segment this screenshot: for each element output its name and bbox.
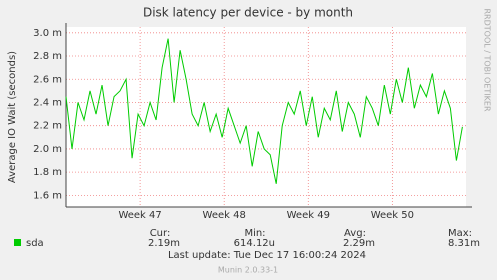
y-tick-label: 2.8 m — [33, 51, 62, 62]
side-text: RRDTOOL / TOBI OETIKER — [483, 8, 492, 111]
plot-area — [66, 27, 466, 207]
stats-value: 2.19m — [148, 238, 180, 249]
y-tick-label: 2.6 m — [33, 74, 62, 85]
y-tick-label: 1.8 m — [33, 167, 62, 178]
last-update: Last update: Tue Dec 17 16:00:24 2024 — [168, 250, 366, 261]
y-tick-label: 2.4 m — [33, 97, 62, 108]
y-axis-label: Average IO Wait (seconds) — [7, 51, 18, 183]
series-line — [65, 38, 463, 184]
x-tick-label: Week 48 — [203, 210, 246, 221]
footer: Munin 2.0.33-1 — [218, 266, 278, 275]
legend-swatch — [14, 239, 21, 246]
stats-value: 614.12u — [234, 238, 275, 249]
y-tick-label: 2.0 m — [33, 144, 62, 155]
legend-label: sda — [26, 238, 44, 249]
y-tick-label: 1.6 m — [33, 190, 62, 201]
y-tick-label: 3.0 m — [33, 28, 62, 39]
x-tick-label: Week 50 — [371, 210, 414, 221]
x-tick-label: Week 47 — [118, 210, 161, 221]
x-tick-label: Week 49 — [287, 210, 330, 221]
stats-value: 2.29m — [343, 238, 375, 249]
chart-title: Disk latency per device - by month — [143, 6, 353, 20]
stats-value: 8.31m — [448, 238, 480, 249]
stats-header: Min: — [244, 228, 265, 239]
stats-header: Cur: — [150, 228, 171, 239]
stats-header: Avg: — [344, 228, 366, 239]
y-tick-label: 2.2 m — [33, 121, 62, 132]
stats-header: Max: — [448, 228, 472, 239]
